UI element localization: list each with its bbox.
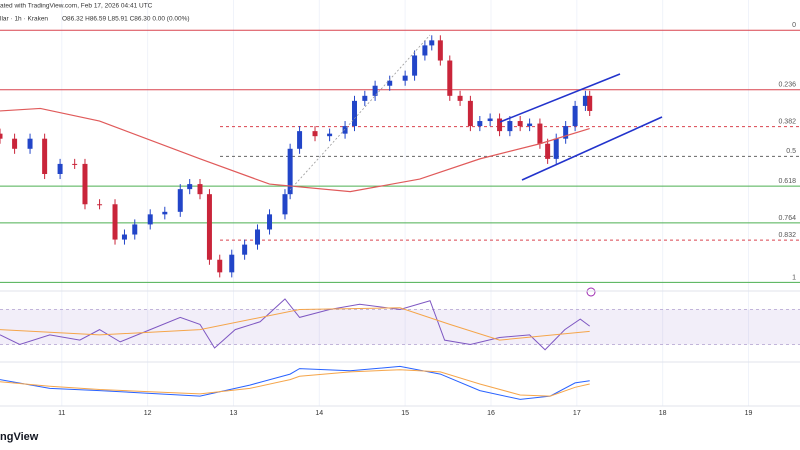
candle-body	[372, 85, 378, 96]
fib-label: 0.236	[778, 82, 796, 89]
candle-body	[487, 118, 493, 122]
fib-anchor	[289, 34, 431, 191]
candle-body	[327, 133, 333, 137]
candle-body	[537, 123, 543, 144]
symbol-info: llar · 1h · Kraken	[0, 16, 48, 23]
fib-label: 0.832	[778, 232, 796, 239]
candle-body	[229, 254, 235, 273]
candle-body	[572, 105, 578, 127]
event-icon[interactable]	[586, 287, 596, 297]
channel-upper	[499, 73, 621, 123]
candle-body	[447, 60, 453, 96]
plot: 11 12 13 14 15 16 17 18 19 0 0.236 0.382 0.5 0.618 0.7…	[0, 22, 800, 417]
fib-label: 0	[792, 22, 796, 29]
candle-body	[563, 126, 569, 139]
candle-body	[402, 75, 408, 81]
candle-body	[121, 234, 127, 240]
candle-body	[27, 138, 33, 149]
x-tick-label: 16	[487, 410, 495, 417]
candle-body	[342, 126, 348, 134]
candle-body	[545, 143, 551, 159]
x-tick-label: 11	[58, 410, 65, 417]
candle-body	[242, 244, 248, 255]
candle-body	[437, 40, 443, 61]
x-tick-label: 15	[401, 410, 409, 417]
candle-body	[457, 95, 463, 101]
indicator-line	[0, 369, 590, 397]
candle-body	[197, 184, 203, 195]
x-tick-label: 19	[745, 410, 753, 417]
candle-body	[582, 95, 588, 106]
candle-body	[527, 123, 533, 127]
indicator-line	[0, 307, 590, 341]
candle-body	[297, 131, 303, 149]
candle-body	[387, 80, 393, 86]
candle-body	[282, 194, 288, 215]
x-tick-label: 18	[659, 410, 667, 417]
candle-body	[287, 148, 293, 195]
candle-body	[255, 229, 261, 245]
indicator-line	[0, 365, 590, 400]
x-tick-label: 17	[573, 410, 581, 417]
candle-body	[147, 214, 153, 225]
channel-lower	[521, 116, 663, 181]
candle-body	[429, 40, 435, 46]
candle-body	[553, 138, 559, 159]
fib-label: 1	[792, 274, 796, 281]
candle-body	[187, 184, 193, 190]
x-tick-label: 13	[230, 410, 238, 417]
fib-label: 0.5	[786, 148, 796, 155]
candle-body	[97, 204, 103, 206]
indicator-line	[0, 298, 590, 351]
candle-body	[312, 131, 318, 137]
candle-body	[177, 189, 183, 212]
candle-body	[12, 138, 18, 149]
candle-body	[362, 95, 368, 101]
candle-body	[422, 45, 428, 56]
candle-body	[467, 100, 473, 127]
candle-body	[206, 194, 212, 260]
candle-body	[57, 163, 63, 174]
candle-body	[42, 138, 48, 174]
fib-label: 0.382	[778, 118, 796, 125]
candle-body	[267, 214, 273, 230]
candle-body	[477, 121, 483, 127]
candle-body	[0, 133, 3, 139]
candle-body	[217, 259, 223, 273]
candle-body	[587, 95, 593, 111]
x-tick-label: 12	[144, 410, 152, 417]
candle-body	[162, 211, 168, 215]
candle-body	[507, 121, 513, 132]
candle-body	[72, 163, 78, 165]
header-line: ated with TradingView.com, Feb 17, 2026 …	[0, 3, 153, 10]
candle-body	[517, 121, 523, 127]
candle-body	[352, 100, 358, 127]
fib-label: 0.618	[778, 178, 796, 185]
candle-body	[112, 204, 118, 240]
logo: ngView	[0, 431, 39, 443]
rsi-band	[0, 309, 800, 345]
moving-average	[0, 107, 590, 193]
fib-label: 0.764	[778, 215, 796, 222]
candle-body	[497, 118, 503, 132]
x-tick-label: 14	[315, 410, 323, 417]
ohlc-info: O86.32 H86.59 L85.91 C86.30 0.00 (0.00%)	[62, 16, 190, 23]
grid	[0, 0, 800, 406]
candle-body	[412, 55, 418, 76]
candle-body	[132, 224, 138, 235]
candle-body	[82, 163, 88, 205]
